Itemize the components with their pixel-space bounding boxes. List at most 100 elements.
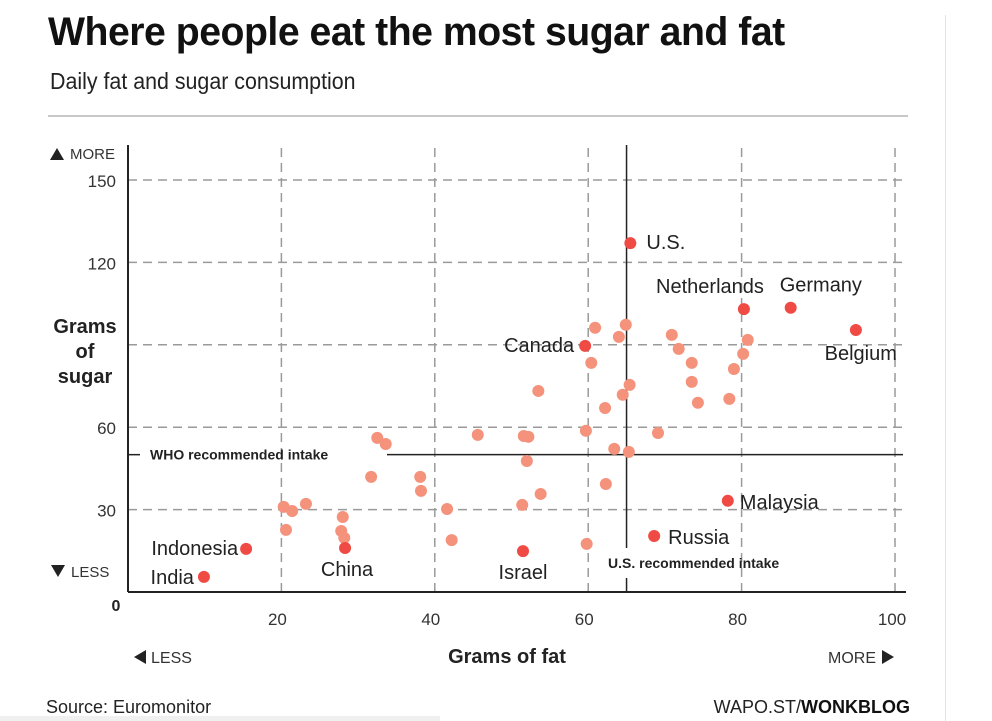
chart-subtitle: Daily fat and sugar consumption [50,68,356,94]
country-label: China [321,559,374,581]
y-more-label: MORE [70,146,115,163]
data-point [608,442,621,455]
x-less-label: LESS [151,650,192,667]
highlighted-data-point [737,303,750,316]
y-less-label: LESS [71,564,109,581]
down-triangle-icon [51,565,65,577]
data-point [445,534,458,547]
data-point [286,504,299,517]
highlighted-data-point [579,339,592,352]
data-point [379,437,392,450]
grid [128,148,908,592]
who-recommended-label: WHO recommended intake [150,447,328,463]
data-point [371,431,384,444]
axes: 30 60 120 150 0 20 40 60 80 100 MORE LESS LESS MORE Gr… [50,145,906,668]
x-tick-label: 40 [421,610,440,629]
x-axis-title: Grams of fat [448,646,566,668]
y-tick-label: 30 [97,502,116,521]
source-note: Source: Euromonitor [46,697,212,717]
data-labels: U.S. Netherlands Germany Belgium Canada Malay… [151,232,897,589]
data-point [414,484,427,497]
country-label: Malaysia [740,492,820,514]
highlighted-data-point [849,323,862,336]
x-more-label: MORE [828,650,876,667]
data-point [612,330,625,343]
right-triangle-icon [882,650,894,664]
data-points [197,237,862,583]
data-point [534,487,547,500]
country-label: Russia [668,527,730,549]
data-point [665,328,678,341]
x-tick-label: 80 [728,610,747,629]
highlighted-data-point [517,545,530,558]
credit-prefix: WAPO.ST/ [713,697,802,717]
data-point [580,537,593,550]
credit-link[interactable]: WAPO.ST/WONKBLOG [714,697,910,718]
up-triangle-icon [50,148,64,160]
reference-lines: WHO recommended intake U.S. recommended i… [128,145,903,592]
data-point [471,428,484,441]
y-tick-label: 60 [97,419,116,438]
country-label: Israel [499,562,548,584]
y-axis-title: sugar [58,366,113,388]
data-point [616,388,629,401]
bottom-shade [0,716,440,721]
data-point [599,478,612,491]
y-axis-title: of [76,341,95,363]
country-label: Netherlands [656,276,764,298]
highlighted-data-point [721,494,734,507]
country-label: U.S. [646,232,685,254]
highlighted-data-point [339,542,352,555]
data-point [336,511,349,524]
x-tick-label: 60 [575,610,594,629]
country-label: India [151,567,195,589]
x-tick-label: 20 [268,610,287,629]
x-tick-label: 100 [878,610,906,629]
data-point [516,498,529,511]
header-divider [48,115,908,117]
data-point [441,503,454,516]
highlighted-data-point [240,542,253,555]
credit-bold: WONKBLOG [801,697,910,717]
data-point [589,321,602,334]
data-point [723,392,736,405]
data-point [579,424,592,437]
data-point [685,356,698,369]
left-triangle-icon [134,650,146,664]
data-point [299,497,312,510]
data-point [522,430,535,443]
data-point [672,342,685,355]
highlighted-data-point [197,570,210,583]
data-point [365,470,378,483]
page-edge-divider [945,15,946,721]
data-point [280,523,293,536]
highlighted-data-point [784,301,797,314]
y-tick-label: 120 [88,254,116,273]
chart-title: Where people eat the most sugar and fat [48,10,785,54]
highlighted-data-point [648,529,661,542]
us-recommended-label: U.S. recommended intake [608,555,779,571]
data-point [414,470,427,483]
data-point [520,454,533,467]
data-point [741,333,754,346]
data-point [691,396,704,409]
data-point [338,531,351,544]
y-tick-label: 150 [88,172,116,191]
data-point [623,378,636,391]
data-point [622,445,635,458]
data-point [727,362,740,375]
zero-tick-label: 0 [112,598,121,615]
data-point [599,401,612,414]
country-label: Indonesia [151,538,239,560]
data-point [685,375,698,388]
country-label: Germany [780,275,862,297]
data-point [585,356,598,369]
data-point [651,426,664,439]
highlighted-data-point [624,237,637,250]
country-label: Belgium [825,343,897,365]
data-point [532,384,545,397]
data-point [619,318,632,331]
data-point [737,347,750,360]
y-axis-title: Grams [53,316,116,338]
